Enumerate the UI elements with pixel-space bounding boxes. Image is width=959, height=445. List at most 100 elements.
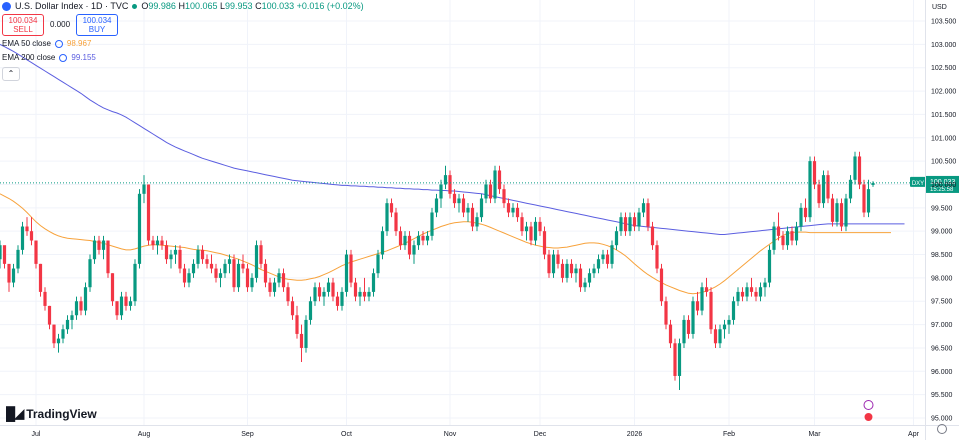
price-tick-label: 99.000 [931,229,953,236]
candle-body [241,263,245,269]
candle-body [380,231,385,255]
candle-body [281,273,286,288]
candle [547,249,551,278]
candle-body [569,263,574,274]
candle-body [430,212,434,236]
candle-body [65,319,70,330]
candle-body [331,282,335,297]
buy-button[interactable]: 100.034 BUY [76,14,119,36]
chart-legend: U.S. Dollar Index · 1D · TVC O99.986 H10… [2,0,364,81]
candle-body [182,268,187,283]
candle-body [272,282,277,292]
candle [650,221,655,250]
candle [574,263,578,283]
candle-body [92,240,97,260]
candle-body [7,263,11,283]
candle-body [529,226,533,241]
indicator-ema50[interactable]: EMA 50 close 98.967 [2,38,364,50]
candle [290,296,295,320]
symbol-title[interactable]: U.S. Dollar Index · 1D · TVC [15,1,129,11]
price-change: +0.016 (+0.02%) [296,1,364,11]
collapse-legend-button[interactable]: ⌃ [2,67,20,81]
price-tick-label: 95.500 [931,392,953,399]
candle-body [133,263,137,302]
candle-body [808,161,812,218]
candle [754,287,758,302]
candle [520,212,524,236]
candle-body [497,170,502,190]
candle [745,282,749,302]
candle-body [142,184,146,194]
candle-body [655,245,659,269]
candle [0,240,2,269]
candle-body [614,231,619,246]
candle-body [97,240,101,250]
candle [776,212,781,241]
candle [133,259,137,306]
chart-settings-icon[interactable] [937,424,947,434]
candle-body [317,287,322,297]
ohlc-values: O99.986 H100.065 L99.953 C100.033 +0.016… [141,1,364,11]
price-tick-label: 103.500 [931,19,956,26]
candle-body [740,291,745,297]
buy-price: 100.034 [82,16,112,25]
sell-button[interactable]: 100.034 SELL [2,14,44,36]
candle [817,179,821,208]
candle [403,231,407,250]
candle-body [353,282,358,297]
candle-body [812,161,817,185]
candle [475,212,479,232]
candle-body [574,268,578,274]
candle [61,324,65,344]
candle-body [767,249,772,283]
time-tick-label: Mar [808,431,821,438]
candle-body [619,217,623,232]
candle [812,156,817,190]
symbol-header[interactable]: U.S. Dollar Index · 1D · TVC O99.986 H10… [2,0,364,12]
candles [0,151,875,390]
candle-body [38,263,43,292]
candle-body [358,291,362,297]
candle-body [803,207,808,218]
candle-body [461,198,466,213]
ema50-settings-icon[interactable] [54,40,63,48]
candle-body [772,226,776,250]
candle [628,212,632,236]
lightning-event-icon[interactable] [863,400,874,410]
brand-name: TradingView [26,407,97,421]
candle [844,193,848,232]
candle-body [610,245,614,264]
candle-body [457,198,461,204]
candle [839,198,844,232]
candle-body [560,263,565,278]
indicator-ema200[interactable]: EMA 200 close 99.155 [2,52,364,64]
tradingview-logo[interactable]: █◢ TradingView [6,406,97,422]
candle-body [583,282,587,288]
candle-body [749,287,754,292]
candle [695,291,700,316]
candle [704,277,709,297]
candle [655,240,659,274]
candle-body [502,189,506,204]
ema200-settings-icon[interactable] [59,54,68,62]
candle-body [259,245,263,264]
candle-body [146,184,151,241]
candle [668,319,673,348]
candle [340,287,344,311]
candle-body [151,240,155,246]
sell-price: 100.034 [8,16,38,25]
candle [394,207,398,236]
candle [470,203,475,232]
candle [308,296,313,325]
candle [344,249,349,297]
flag-event-icon[interactable] [863,412,874,422]
candle [398,226,403,250]
candle [718,324,722,348]
candle [25,217,29,236]
candle-body [673,343,677,376]
candle-body [623,217,628,232]
candle [740,287,745,302]
